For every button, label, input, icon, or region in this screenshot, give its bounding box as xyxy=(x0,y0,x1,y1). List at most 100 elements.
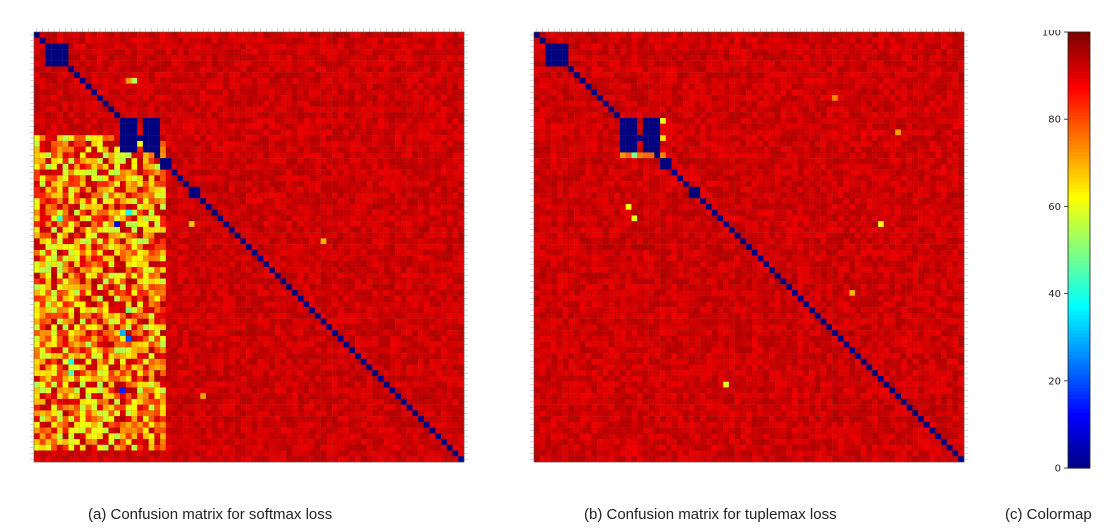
heatmap-cell xyxy=(406,83,413,90)
heatmap-cell xyxy=(148,89,155,96)
heatmap-cell xyxy=(274,249,281,256)
heatmap-cell xyxy=(228,244,235,251)
heatmap-cell xyxy=(217,83,224,90)
heatmap-cell xyxy=(383,249,390,256)
heatmap-cell xyxy=(160,169,167,176)
heatmap-cell xyxy=(263,158,270,165)
heatmap-cell xyxy=(108,301,115,308)
heatmap-cell xyxy=(458,255,465,262)
heatmap-cell xyxy=(452,272,459,279)
heatmap-cell xyxy=(372,100,379,107)
heatmap-cell xyxy=(33,37,41,44)
heatmap-cell xyxy=(251,410,258,417)
heatmap-cell xyxy=(148,123,155,130)
heatmap-cell xyxy=(395,77,402,84)
heatmap-cell xyxy=(412,180,419,188)
heatmap-cell xyxy=(68,375,75,383)
heatmap-cell xyxy=(280,347,287,354)
heatmap-cell xyxy=(223,203,230,211)
heatmap-cell xyxy=(297,232,304,239)
heatmap-cell xyxy=(125,140,132,147)
heatmap-cell xyxy=(377,301,385,308)
heatmap-cell xyxy=(458,31,465,39)
heatmap-cell xyxy=(326,312,333,319)
heatmap-cell xyxy=(102,289,109,297)
heatmap-cell xyxy=(51,284,58,291)
heatmap-cell xyxy=(458,158,465,165)
heatmap-cell xyxy=(240,375,247,383)
heatmap-cell xyxy=(51,146,58,153)
heatmap-cell xyxy=(435,295,442,302)
heatmap-cell xyxy=(62,255,69,262)
heatmap-cell xyxy=(217,312,224,319)
heatmap-cell xyxy=(412,370,419,377)
heatmap-cell xyxy=(45,261,52,268)
heatmap-cell xyxy=(85,341,92,348)
heatmap-cell xyxy=(33,180,41,188)
heatmap-cell xyxy=(228,140,235,147)
heatmap-cell xyxy=(343,301,350,308)
heatmap-cell xyxy=(51,100,58,107)
heatmap-cell xyxy=(33,89,41,96)
heatmap-cell xyxy=(137,226,144,233)
heatmap-cell xyxy=(326,180,333,188)
heatmap-cell xyxy=(280,186,287,193)
heatmap-cell xyxy=(108,370,115,377)
heatmap-cell xyxy=(343,370,350,377)
heatmap-cell xyxy=(332,244,339,251)
heatmap-cell xyxy=(309,284,316,291)
heatmap-cell xyxy=(263,284,270,291)
heatmap-cell xyxy=(182,352,190,360)
heatmap-cell xyxy=(91,324,98,331)
heatmap-cell xyxy=(332,330,339,337)
heatmap-cell xyxy=(137,192,144,199)
heatmap-cell xyxy=(51,375,58,383)
heatmap-cell xyxy=(332,318,339,325)
heatmap-cell xyxy=(343,49,350,56)
heatmap-cell xyxy=(154,100,161,107)
heatmap-cell xyxy=(389,249,396,256)
heatmap-cell xyxy=(440,324,448,331)
heatmap-cell xyxy=(119,106,127,113)
heatmap-cell xyxy=(131,89,138,96)
heatmap-cell xyxy=(102,244,109,251)
heatmap-cell xyxy=(274,387,281,394)
heatmap-cell xyxy=(337,289,344,297)
heatmap-cell xyxy=(68,358,75,365)
heatmap-cell xyxy=(412,364,419,371)
heatmap-cell xyxy=(320,232,327,239)
heatmap-cell xyxy=(286,370,293,377)
heatmap-cell xyxy=(154,163,161,170)
heatmap-cell xyxy=(148,186,155,193)
heatmap-cell xyxy=(45,278,52,285)
heatmap-cell xyxy=(297,410,304,417)
heatmap-cell xyxy=(389,186,396,193)
heatmap-cell xyxy=(320,261,327,268)
heatmap-cell xyxy=(68,43,75,50)
heatmap-cell xyxy=(228,295,235,302)
heatmap-cell xyxy=(406,364,413,371)
heatmap-cell xyxy=(251,203,258,211)
heatmap-cell xyxy=(452,43,459,50)
heatmap-cell xyxy=(343,112,350,119)
heatmap-cell xyxy=(85,318,92,325)
heatmap-cell xyxy=(142,198,149,205)
heatmap-cell xyxy=(291,60,299,67)
heatmap-cell xyxy=(303,152,310,159)
heatmap-cell xyxy=(263,180,270,188)
heatmap-cell xyxy=(91,238,98,245)
heatmap-cell xyxy=(395,375,402,383)
heatmap-cell xyxy=(280,112,287,119)
heatmap-cell xyxy=(228,347,235,354)
heatmap-cell xyxy=(274,330,281,337)
heatmap-cell xyxy=(274,410,281,417)
heatmap-cell xyxy=(56,364,63,371)
heatmap-cell xyxy=(440,209,448,216)
heatmap-cell xyxy=(418,255,425,262)
heatmap-cell xyxy=(240,307,247,314)
heatmap-cell xyxy=(56,226,63,233)
heatmap-cell xyxy=(188,266,195,274)
heatmap-cell xyxy=(240,198,247,205)
heatmap-cell xyxy=(171,94,178,102)
heatmap-cell xyxy=(291,163,299,170)
